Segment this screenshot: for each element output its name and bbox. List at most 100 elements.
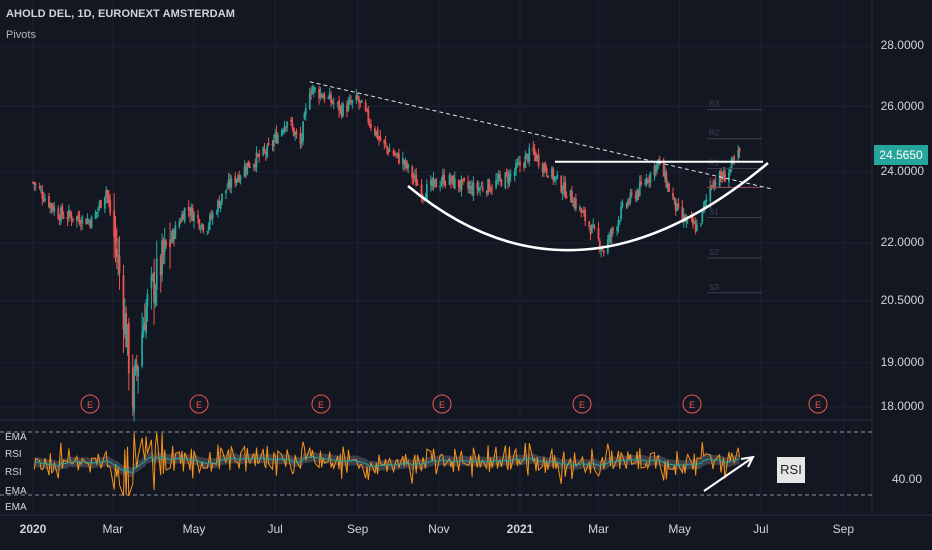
candle-body bbox=[480, 185, 483, 187]
candle bbox=[451, 175, 454, 185]
grid bbox=[0, 0, 932, 516]
candle-body bbox=[496, 180, 499, 182]
candle-body bbox=[425, 184, 428, 201]
candle-body bbox=[42, 198, 45, 201]
candle-body bbox=[347, 101, 350, 111]
candle bbox=[229, 173, 231, 193]
candle bbox=[207, 222, 210, 234]
candle-body bbox=[432, 178, 435, 187]
symbol-title[interactable]: AHOLD DEL, 1D, EURONEXT AMSTERDAM bbox=[6, 8, 236, 20]
candle-body bbox=[457, 179, 460, 188]
candle bbox=[532, 140, 535, 156]
candle-body bbox=[461, 179, 464, 181]
candle bbox=[282, 128, 285, 135]
candle bbox=[367, 105, 370, 126]
candle bbox=[256, 153, 259, 158]
candle bbox=[53, 201, 56, 217]
candle bbox=[291, 117, 294, 132]
candle-body bbox=[339, 106, 342, 109]
candle bbox=[252, 163, 255, 172]
candle bbox=[608, 231, 611, 245]
candle-body bbox=[649, 172, 652, 183]
candle bbox=[696, 219, 698, 232]
candle-body bbox=[662, 160, 665, 177]
candle-body bbox=[551, 168, 553, 178]
candle-body bbox=[625, 204, 628, 206]
candle-body bbox=[404, 160, 407, 164]
candle-body bbox=[276, 134, 279, 144]
candle-body bbox=[230, 177, 233, 188]
candle-body bbox=[76, 216, 78, 221]
candle-body bbox=[524, 155, 527, 169]
earnings-marker bbox=[311, 394, 331, 414]
time-tick-label: Mar bbox=[588, 522, 609, 536]
candle bbox=[115, 227, 118, 270]
candle-body bbox=[72, 218, 74, 221]
candle bbox=[314, 86, 316, 94]
candle-body bbox=[274, 133, 277, 139]
candle-body bbox=[50, 203, 53, 208]
candle bbox=[378, 135, 380, 146]
candle bbox=[525, 153, 528, 160]
candle bbox=[276, 131, 279, 145]
candle-body bbox=[109, 200, 112, 214]
candle bbox=[311, 84, 314, 95]
candle-body bbox=[487, 179, 489, 195]
candle-body bbox=[255, 152, 258, 168]
candle-body bbox=[724, 173, 726, 182]
candle-body bbox=[131, 367, 134, 407]
candle-body bbox=[536, 155, 539, 160]
candle bbox=[179, 217, 182, 224]
candle bbox=[394, 150, 396, 157]
candle bbox=[141, 312, 144, 369]
candle bbox=[467, 175, 470, 194]
candle-body bbox=[282, 130, 285, 132]
candle-body bbox=[58, 219, 61, 221]
candle-body bbox=[318, 89, 320, 99]
candle bbox=[563, 175, 565, 196]
candle bbox=[544, 161, 547, 173]
candle bbox=[290, 116, 293, 126]
candle-body bbox=[207, 225, 210, 230]
candle-body bbox=[467, 181, 470, 188]
candle bbox=[681, 200, 684, 223]
candle bbox=[444, 180, 447, 189]
earnings-marker-label: E bbox=[689, 400, 695, 410]
candle bbox=[722, 167, 725, 181]
candle-body bbox=[356, 96, 359, 99]
candle bbox=[360, 99, 363, 104]
candle bbox=[350, 95, 352, 106]
candle-body bbox=[283, 125, 286, 133]
candle-body bbox=[243, 166, 246, 177]
candle bbox=[402, 151, 404, 171]
candle-body bbox=[87, 220, 90, 222]
candle-body bbox=[710, 185, 713, 187]
earnings-marker bbox=[80, 394, 100, 414]
indicator-name[interactable]: Pivots bbox=[6, 29, 36, 41]
candle bbox=[471, 180, 473, 197]
candle bbox=[351, 99, 354, 109]
candle-body bbox=[398, 153, 400, 164]
candle-body bbox=[262, 147, 265, 156]
candle bbox=[85, 218, 88, 225]
candle-body bbox=[80, 225, 82, 227]
candle-body bbox=[664, 171, 666, 179]
candle-body bbox=[165, 241, 167, 246]
candle-body bbox=[367, 109, 370, 122]
candle-body bbox=[248, 166, 251, 168]
candle-body bbox=[563, 181, 565, 191]
candle-body bbox=[672, 193, 674, 198]
candle bbox=[468, 181, 471, 194]
candle-body bbox=[32, 181, 34, 183]
candle-body bbox=[52, 205, 54, 211]
candle-body bbox=[118, 255, 121, 274]
earnings-marker-label: E bbox=[318, 400, 324, 410]
candle-body bbox=[364, 102, 367, 111]
candle-body bbox=[327, 96, 330, 99]
candle-body bbox=[107, 196, 110, 203]
candle-body bbox=[709, 187, 712, 202]
candle bbox=[57, 205, 60, 220]
candle bbox=[197, 210, 199, 224]
candle-body bbox=[588, 221, 591, 227]
